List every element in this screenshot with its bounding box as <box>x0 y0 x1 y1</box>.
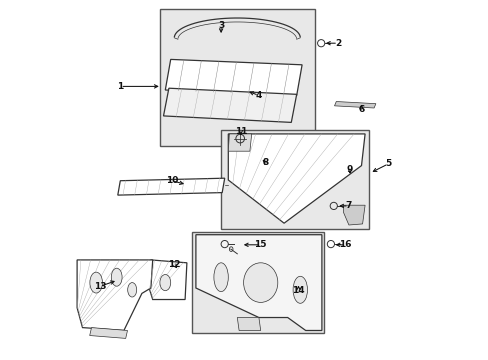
Ellipse shape <box>127 283 137 297</box>
Text: 2: 2 <box>334 39 341 48</box>
Polygon shape <box>89 328 127 338</box>
Text: 11: 11 <box>234 127 246 136</box>
Text: 4: 4 <box>255 91 262 100</box>
Polygon shape <box>228 134 251 151</box>
Polygon shape <box>118 178 224 195</box>
Ellipse shape <box>213 263 228 292</box>
Text: 15: 15 <box>254 240 266 249</box>
Ellipse shape <box>90 272 102 293</box>
Text: 16: 16 <box>338 240 351 249</box>
Bar <box>192 232 323 333</box>
Ellipse shape <box>111 268 122 286</box>
Text: 12: 12 <box>168 260 180 269</box>
Polygon shape <box>228 134 365 223</box>
Bar <box>221 130 368 229</box>
Text: 6: 6 <box>358 105 364 114</box>
Text: 9: 9 <box>346 165 352 174</box>
Text: 5: 5 <box>385 159 391 168</box>
Polygon shape <box>343 205 365 225</box>
Text: 1: 1 <box>117 82 123 91</box>
Bar <box>160 9 314 146</box>
Polygon shape <box>163 88 296 122</box>
Ellipse shape <box>243 263 277 302</box>
Polygon shape <box>149 260 186 300</box>
Polygon shape <box>237 318 260 330</box>
Ellipse shape <box>292 276 307 303</box>
Ellipse shape <box>160 274 170 291</box>
Text: 7: 7 <box>345 202 351 210</box>
Text: 3: 3 <box>218 21 224 30</box>
Text: 8: 8 <box>262 158 268 167</box>
Polygon shape <box>77 260 152 330</box>
Polygon shape <box>196 235 321 330</box>
Text: 10: 10 <box>165 176 178 185</box>
Polygon shape <box>334 102 375 108</box>
Text: 14: 14 <box>292 286 304 295</box>
Text: 13: 13 <box>94 282 106 291</box>
Polygon shape <box>165 59 302 95</box>
